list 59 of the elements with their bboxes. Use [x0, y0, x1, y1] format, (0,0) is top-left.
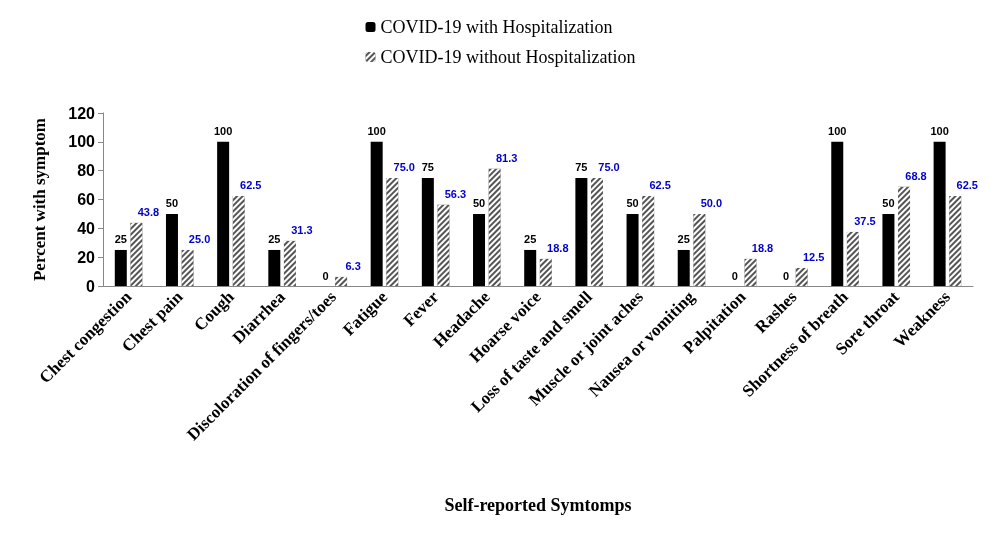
y-tick-label: 80 — [77, 162, 96, 180]
data-label: 50 — [472, 197, 486, 210]
data-label: 25 — [677, 233, 690, 246]
bar — [524, 249, 537, 286]
bar — [217, 141, 230, 286]
bar — [165, 213, 178, 286]
legend-label: COVID-19 with Hospitalization — [380, 17, 613, 37]
data-label: 50 — [165, 197, 179, 210]
data-label: 25 — [114, 233, 127, 246]
bar — [114, 249, 127, 286]
bar — [677, 249, 690, 286]
bar — [626, 213, 639, 286]
data-label: 75 — [575, 161, 588, 174]
data-label: 62.5 — [649, 179, 671, 192]
data-label: 18.8 — [547, 242, 569, 255]
data-label: 0 — [322, 269, 329, 282]
y-tick-label: 0 — [86, 277, 96, 295]
data-label: 6.3 — [345, 260, 361, 273]
data-label: 100 — [930, 125, 949, 138]
data-label: 75 — [421, 161, 434, 174]
data-label: 0 — [731, 269, 738, 282]
data-label: 75.0 — [393, 161, 415, 174]
data-label: 18.8 — [751, 242, 774, 255]
data-label: 0 — [783, 269, 790, 282]
legend-label: COVID-19 without Hospitalization — [380, 47, 636, 67]
data-label: 100 — [367, 125, 386, 138]
data-label: 56.3 — [444, 188, 467, 201]
data-label: 75.0 — [598, 161, 620, 174]
data-label: 62.5 — [956, 179, 978, 192]
bar — [831, 141, 844, 286]
y-tick-label: 40 — [77, 219, 96, 237]
data-label: 50.0 — [700, 197, 723, 210]
y-tick-label: 60 — [77, 191, 96, 208]
y-tick-label: 20 — [77, 248, 96, 266]
data-label: 68.8 — [905, 170, 927, 183]
bar — [370, 141, 383, 286]
y-tick-label: 100 — [68, 133, 96, 151]
bar — [421, 177, 434, 286]
data-label: 37.5 — [854, 215, 876, 228]
data-label: 25 — [524, 233, 537, 246]
bar — [575, 177, 588, 286]
bar — [933, 141, 946, 286]
bar — [473, 213, 486, 286]
data-label: 100 — [828, 125, 847, 138]
y-axis-title: Percent with symptom — [30, 117, 49, 282]
data-label: 25 — [268, 233, 281, 246]
bar — [882, 213, 895, 286]
y-tick-label: 120 — [68, 104, 96, 122]
data-label: 50 — [626, 197, 639, 210]
data-label: 25.0 — [188, 233, 211, 246]
bar — [268, 249, 281, 286]
data-label: 81.3 — [495, 152, 518, 165]
data-label: 100 — [213, 125, 233, 138]
data-label: 62.5 — [240, 179, 262, 192]
x-axis-title: Self-reported Symtomps — [444, 495, 632, 515]
data-label: 43.8 — [137, 206, 160, 219]
data-label: 50 — [882, 197, 895, 210]
data-label: 31.3 — [291, 224, 313, 237]
data-label: 12.5 — [802, 251, 825, 264]
